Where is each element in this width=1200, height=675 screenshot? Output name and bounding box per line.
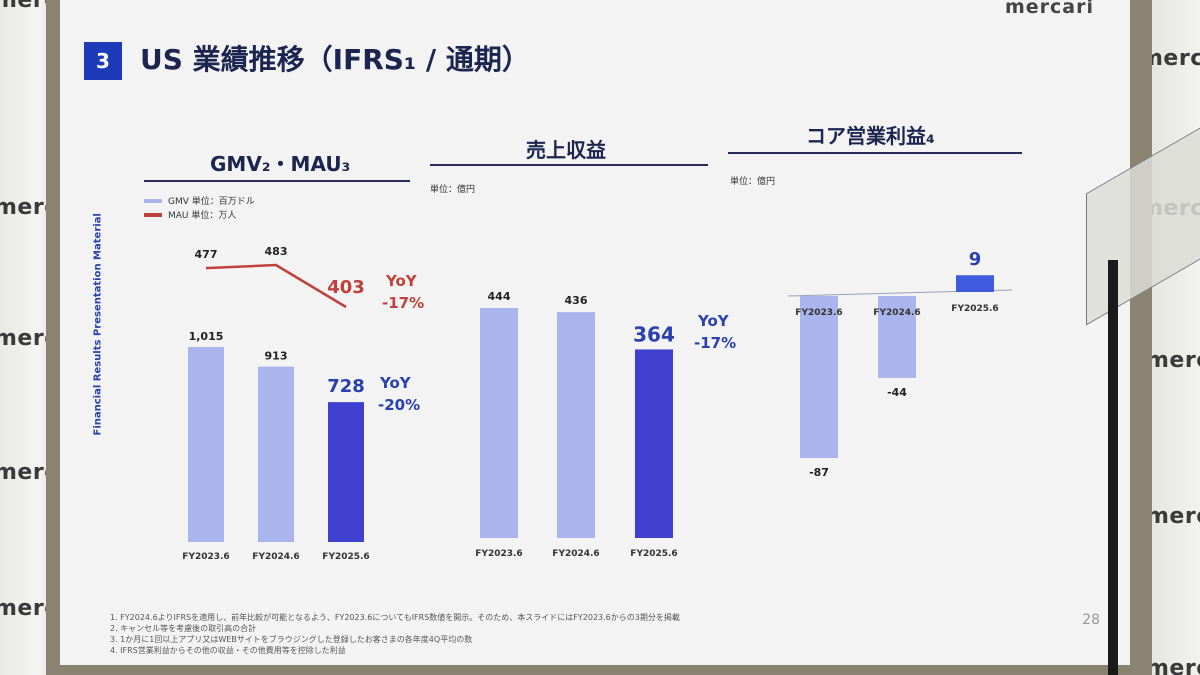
core-op-panel-rule: [728, 152, 1022, 154]
gmv-panel-rule: [144, 180, 410, 182]
footnote-4: 4. IFRS営業利益からその他の収益・その他費用等を控除した利益: [110, 646, 346, 655]
legend-mau: MAU 単位：万人: [144, 208, 236, 221]
core-op-category-label: FY2023.6: [795, 308, 842, 318]
charts-canvas: 1,015 FY2023.6 913 FY2024.6 728 FY2025.6 YoY -2…: [182, 245, 1013, 562]
footnotes: 1. FY2024.6よりIFRSを適用し、前年比較が可能となるよう、FY202…: [110, 612, 680, 656]
wall-logo: merc: [1146, 656, 1200, 675]
mau-value-label: 477: [195, 248, 218, 261]
revenue-panel-rule: [430, 164, 708, 166]
core-op-value-label: -87: [809, 466, 829, 479]
mau-yoy-label: YoY: [385, 272, 418, 290]
revenue-yoy-label: YoY: [697, 312, 730, 330]
revenue-category-label: FY2025.6: [630, 549, 677, 559]
legend-gmv-swatch: [144, 198, 162, 203]
revenue-unit: 単位：億円: [430, 185, 476, 195]
revenue-category-label: FY2023.6: [475, 549, 522, 559]
mau-line: [205, 263, 347, 309]
legend-gmv-label: GMV 単位：百万ドル: [168, 197, 255, 207]
gmv-category-label: FY2024.6: [252, 552, 299, 562]
gmv-bar: [188, 347, 224, 542]
page-number: 28: [1082, 612, 1100, 628]
revenue-bar: [635, 349, 673, 538]
wall-logo: merc: [1146, 504, 1200, 529]
legend-mau-swatch: [144, 212, 162, 217]
footnote-3: 3. 1か月に1回以上アプリ又はWEBサイトをブラウジングした登録したお客さまの…: [110, 635, 473, 644]
legend-mau-label: MAU 単位：万人: [168, 211, 237, 221]
core-op-value-label: 9: [969, 249, 982, 270]
revenue-category-label: FY2024.6: [552, 549, 599, 559]
core-op-bar: [878, 296, 916, 378]
mau-yoy-value: -17%: [382, 294, 424, 312]
gmv-yoy-label: YoY: [379, 374, 412, 392]
mau-value-label: 483: [265, 245, 288, 258]
gmv-value-label: 913: [265, 350, 288, 363]
mau-value-label: 403: [327, 277, 365, 298]
revenue-value-label: 436: [565, 294, 588, 307]
gmv-yoy-value: -20%: [378, 396, 420, 414]
gmv-value-label: 728: [327, 376, 365, 397]
gmv-bar: [258, 366, 294, 542]
prompter-stand: [1108, 260, 1118, 675]
footnote-1: 1. FY2024.6よりIFRSを適用し、前年比較が可能となるよう、FY202…: [110, 613, 680, 622]
brand-logo: mercari: [1004, 0, 1094, 18]
revenue-panel-title: 売上収益: [526, 138, 606, 162]
revenue-bar: [557, 312, 595, 538]
gmv-category-label: FY2023.6: [182, 552, 229, 562]
core-op-bar: [800, 296, 838, 458]
revenue-value-label: 444: [488, 290, 511, 303]
core-op-panel-title: コア営業利益₄: [806, 124, 935, 148]
revenue-value-label: 364: [633, 322, 675, 346]
slide: mercari 3 US 業績推移（IFRS₁ / 通期） Financial …: [60, 0, 1130, 665]
gmv-bar: [328, 402, 364, 542]
core-op-bar: [956, 275, 994, 292]
core-op-category-label: FY2025.6: [951, 304, 998, 314]
core-op-unit: 単位：億円: [730, 177, 776, 187]
core-op-category-label: FY2024.6: [873, 308, 920, 318]
revenue-yoy-value: -17%: [694, 334, 736, 352]
legend-gmv: GMV 単位：百万ドル: [144, 194, 255, 207]
wall-logo: merc: [1146, 348, 1200, 373]
section-number: 3: [84, 42, 122, 80]
gmv-panel-title: GMV₂・MAU₃: [210, 152, 351, 176]
gmv-value-label: 1,015: [189, 330, 224, 343]
core-op-value-label: -44: [887, 386, 907, 399]
revenue-bar: [480, 308, 518, 538]
gmv-category-label: FY2025.6: [322, 552, 369, 562]
slide-title: US 業績推移（IFRS₁ / 通期）: [140, 43, 530, 76]
footnote-2: 2. キャンセル等を考慮後の取引高の合計: [110, 624, 257, 633]
